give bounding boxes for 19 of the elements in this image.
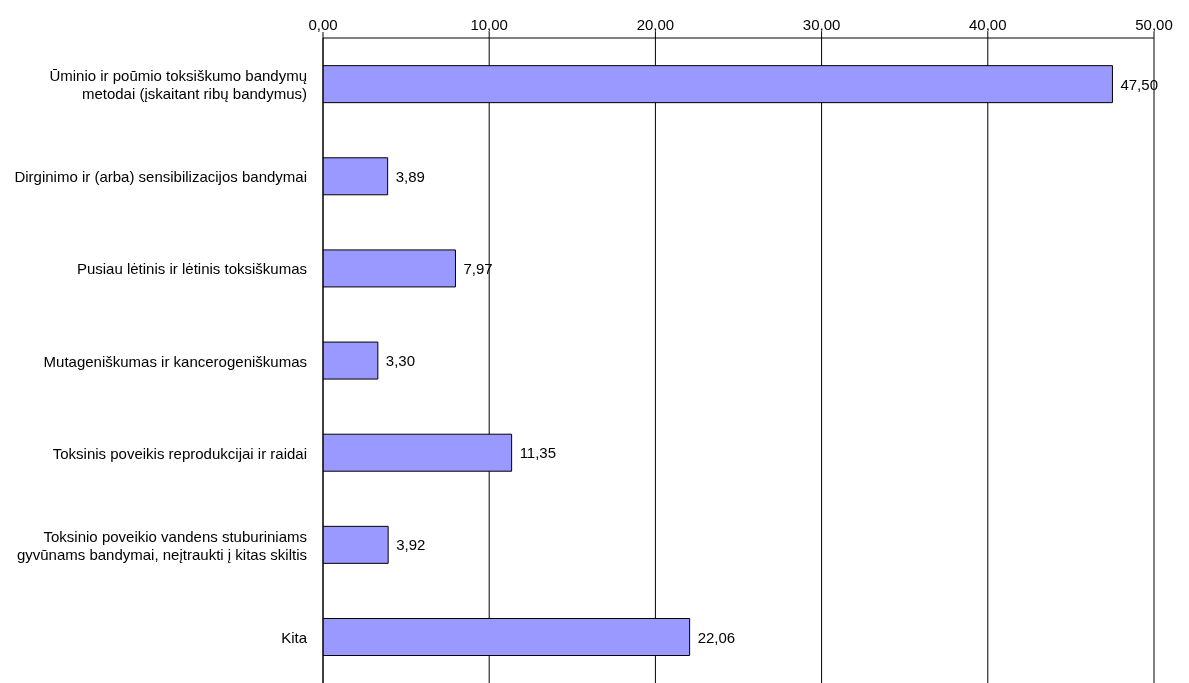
data-label: 22,06	[697, 628, 736, 646]
y-tick-label: Pusiau lėtinis ir lėtinis toksiškumas	[76, 259, 307, 277]
data-label: 47,50	[1120, 75, 1158, 93]
data-label: 3,30	[385, 352, 416, 370]
data-label: 3,92	[396, 536, 426, 554]
y-tick-label: Mutageniškumas ir kancerogeniškumas	[43, 352, 307, 369]
x-tick-label: 10,00	[470, 16, 508, 33]
y-tick-label: Dirginimo ir (arba) sensibilizacijos bandymai	[14, 167, 307, 185]
y-tick-label: Kita	[281, 628, 308, 646]
y-tick-label: Ūminio ir poūmio toksiškumo bandymų metodai (įskaitant ribų bandymus)	[49, 66, 307, 102]
y-tick-label: Toksinis poveikis reprodukcijai ir raidai	[52, 444, 307, 462]
x-tick-label: 20,00	[636, 16, 675, 33]
x-tick-label: 0,00	[308, 16, 338, 33]
x-tick-label: 30,00	[802, 16, 841, 33]
y-tick-label: Toksinio poveikio vandens stuburiniams gyvūnams bandymai, neįtraukti į kitas skiltis	[16, 527, 307, 563]
data-label: 11,35	[519, 444, 557, 462]
data-label: 3,89	[395, 167, 425, 185]
x-tick-label: 50,00	[1135, 16, 1173, 33]
x-tick-label: 40,00	[969, 16, 1007, 33]
